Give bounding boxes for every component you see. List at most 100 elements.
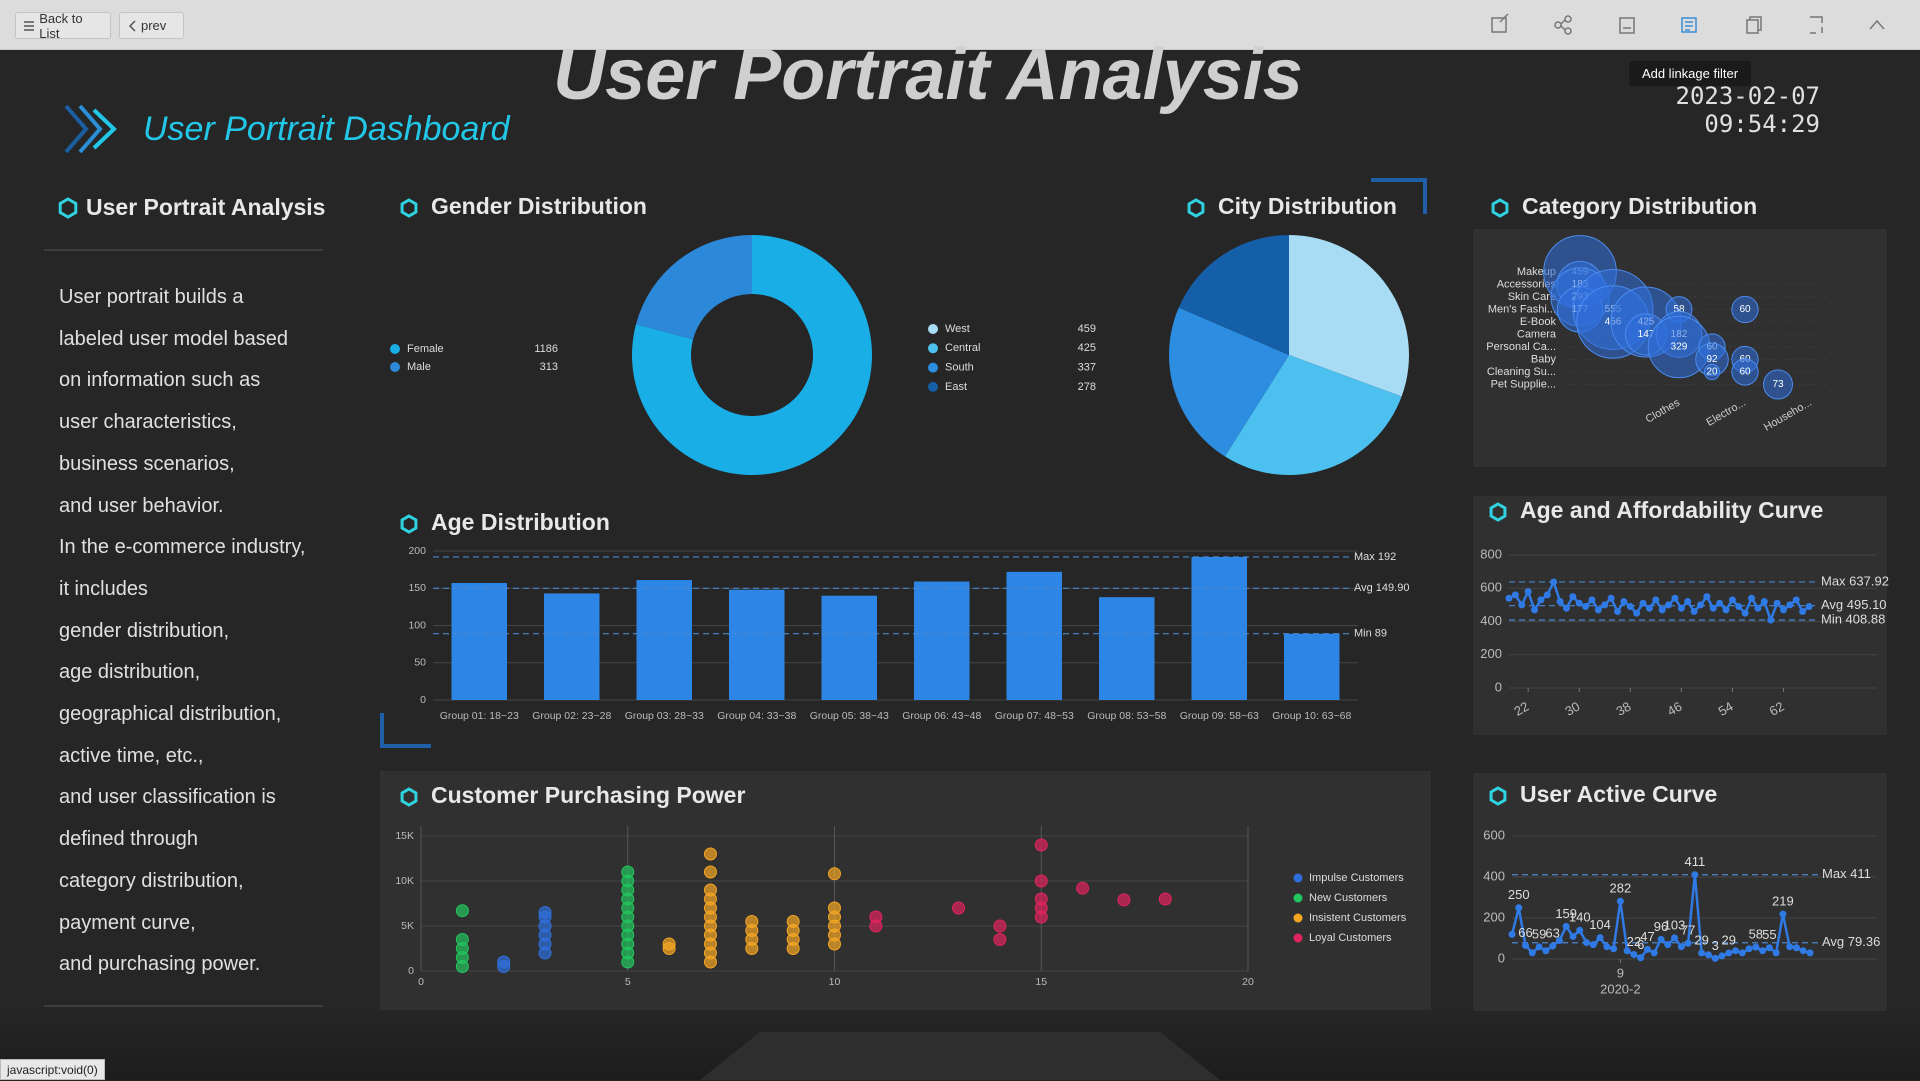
line-point: [1738, 949, 1746, 957]
save-icon[interactable]: [1619, 17, 1635, 34]
collapse-icon[interactable]: [1869, 19, 1885, 30]
x-tick-label: Group 06: 43~48: [902, 710, 981, 722]
line-point: [1704, 951, 1712, 959]
data-label: 103: [1664, 917, 1686, 932]
scatter-point: [786, 915, 800, 928]
x-period-label: 2020-2: [1600, 981, 1640, 996]
marker-label: Max 411: [1822, 866, 1871, 881]
y-tick-label: 100: [408, 619, 426, 631]
line-point: [1537, 596, 1545, 604]
y-tick-label: 0: [1495, 679, 1502, 694]
line-point: [1665, 601, 1673, 609]
legend-swatch: [1293, 913, 1303, 923]
legend-label: East: [945, 381, 967, 393]
line-point: [1623, 947, 1631, 955]
x-tick-label: 38: [1613, 699, 1633, 719]
corner-deco: [380, 713, 431, 748]
scatter-point: [869, 910, 883, 924]
line-point: [1562, 922, 1570, 930]
line-point: [1703, 593, 1711, 601]
line-point: [1741, 609, 1749, 617]
data-label: 29: [1694, 932, 1708, 947]
chart-title: Customer Purchasing Power: [431, 782, 745, 808]
title-icon: [1489, 786, 1507, 806]
intro-line: active time, etc.,: [59, 744, 204, 767]
legend-swatch: [1293, 893, 1303, 903]
back-label: Back to List: [39, 10, 83, 41]
line-point: [1767, 616, 1775, 624]
browser-toolbar: Back to List prev: [0, 0, 1920, 50]
legend-swatch: [1293, 873, 1303, 883]
title-icon: [400, 514, 418, 534]
scatter-point: [828, 901, 841, 915]
y-tick-label: 5K: [401, 920, 414, 932]
intro-line: defined through: [59, 828, 199, 851]
line-point: [1575, 599, 1583, 607]
y-tick-label: 50: [414, 657, 426, 669]
legend-label: Impulse Customers: [1309, 872, 1404, 884]
filter-icon[interactable]: [1681, 17, 1697, 33]
bar: [1099, 597, 1155, 700]
line-point: [1664, 941, 1672, 949]
line-point: [1684, 939, 1692, 947]
legend-value: 278: [1078, 381, 1096, 393]
y-tick-label: 15K: [395, 830, 414, 842]
prev-button[interactable]: prev: [119, 12, 184, 39]
line-point: [1614, 608, 1622, 616]
data-label: 219: [1772, 894, 1794, 909]
toolbar-icons: [1491, 13, 1885, 35]
line-point: [1633, 609, 1641, 617]
x-tick-label: Group 04: 33~38: [717, 710, 796, 722]
copy-icon[interactable]: [1746, 16, 1762, 34]
share-icon[interactable]: [1554, 15, 1572, 35]
bubble-label: 329: [1671, 342, 1688, 353]
legend-label: Central: [945, 342, 980, 354]
scatter-point: [952, 901, 966, 915]
data-label: 59: [1532, 926, 1546, 941]
marker-label: Avg 79.36: [1822, 934, 1880, 949]
scatter-point: [1034, 874, 1048, 888]
data-label: 58: [1749, 927, 1763, 942]
y-tick-label: 400: [1480, 613, 1502, 628]
scatter-point: [703, 883, 717, 897]
line-point: [1616, 897, 1624, 905]
legend-label: Female: [407, 343, 444, 355]
status-bar: javascript:void(0): [0, 1059, 105, 1080]
y-tick-label: 150: [408, 582, 426, 594]
edit-icon[interactable]: [1491, 13, 1509, 33]
fullscreen-icon[interactable]: [1810, 16, 1823, 34]
x-tick-label: 46: [1665, 699, 1685, 719]
data-label: 104: [1589, 917, 1611, 932]
line-point: [1677, 604, 1685, 612]
line-point: [1645, 604, 1653, 612]
line-point: [1528, 949, 1536, 957]
line-point: [1626, 603, 1634, 611]
title-icon: [1187, 198, 1205, 218]
line-point: [1792, 944, 1800, 952]
line-point: [1569, 593, 1577, 601]
y-tick-label: 200: [1483, 909, 1505, 924]
corner-deco: [1371, 178, 1427, 214]
x-tick-label: Group 05: 38~43: [810, 710, 889, 722]
scatter-point: [1034, 838, 1048, 852]
pie-slice: [1178, 235, 1289, 355]
line-point: [1709, 604, 1717, 612]
chart-title: City Distribution: [1218, 193, 1397, 219]
line-point: [1748, 594, 1756, 602]
line-point: [1765, 944, 1773, 952]
line-point: [1610, 945, 1618, 953]
scatter-point: [1034, 892, 1048, 906]
line-point: [1511, 591, 1519, 599]
line-point: [1725, 949, 1733, 957]
y-category-label: E-Book: [1520, 316, 1557, 328]
y-tick-label: 600: [1483, 827, 1505, 842]
data-label: 63: [1545, 926, 1559, 941]
line-point: [1535, 943, 1543, 951]
line-point: [1589, 941, 1597, 949]
y-tick-label: 200: [1480, 646, 1502, 661]
line-point: [1698, 949, 1706, 957]
back-button[interactable]: Back to List: [15, 10, 111, 41]
scatter-point: [703, 865, 717, 879]
